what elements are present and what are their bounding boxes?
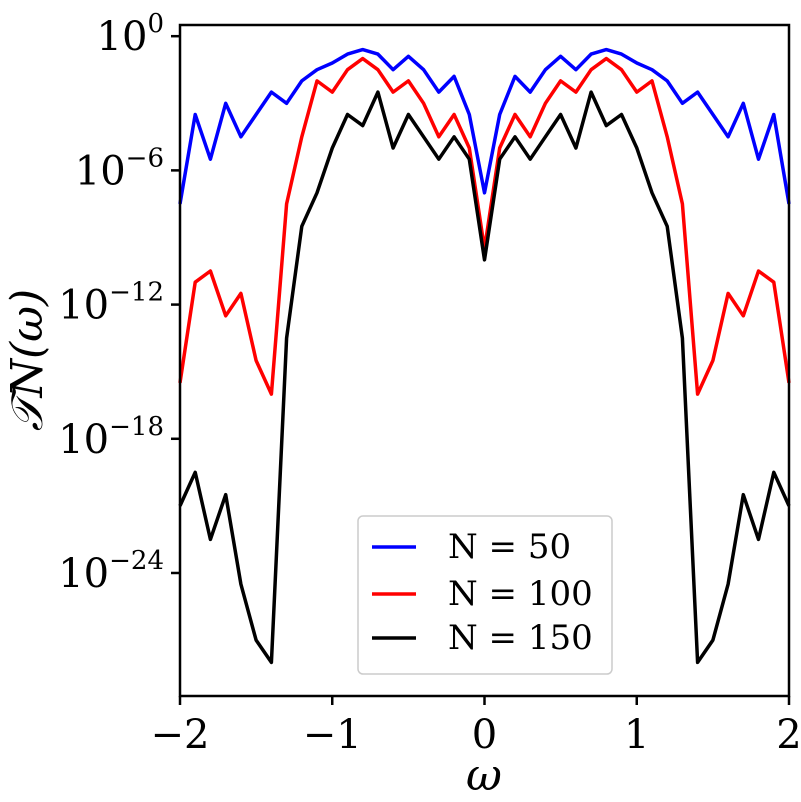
x-tick-label-4: 2 — [776, 712, 801, 758]
y-tick-label-0: 100 — [97, 9, 164, 60]
x-tick-label-0: −2 — [151, 712, 210, 758]
x-axis-label: ω — [466, 750, 502, 801]
y-tick-label-1: 10−6 — [75, 143, 164, 194]
series-line-1 — [178, 47, 791, 205]
series-layer — [178, 47, 791, 665]
y-axis-label: 𝒯N(ω) — [2, 289, 53, 431]
legend-label-n150: N = 150 — [448, 618, 593, 658]
y-tick-label-2: 10−12 — [58, 278, 164, 329]
y-tick-label-3: 10−18 — [58, 412, 164, 463]
x-tick-label-3: 1 — [624, 712, 649, 758]
series-line-3 — [178, 90, 791, 665]
legend-label-n100: N = 100 — [448, 574, 593, 614]
legend-label-n50: N = 50 — [448, 527, 571, 567]
legend-box — [357, 515, 613, 675]
y-tick-label-4: 10−24 — [58, 546, 164, 597]
x-tick-label-1: −1 — [303, 712, 362, 758]
legend: N = 50 N = 100 N = 150 — [357, 515, 613, 675]
x-tick-label-2: 0 — [472, 712, 497, 758]
ticks-layer: −2 −1 0 1 2 100 10−6 10−12 10−18 10−24 — [58, 9, 801, 758]
series-line-2 — [178, 56, 791, 396]
